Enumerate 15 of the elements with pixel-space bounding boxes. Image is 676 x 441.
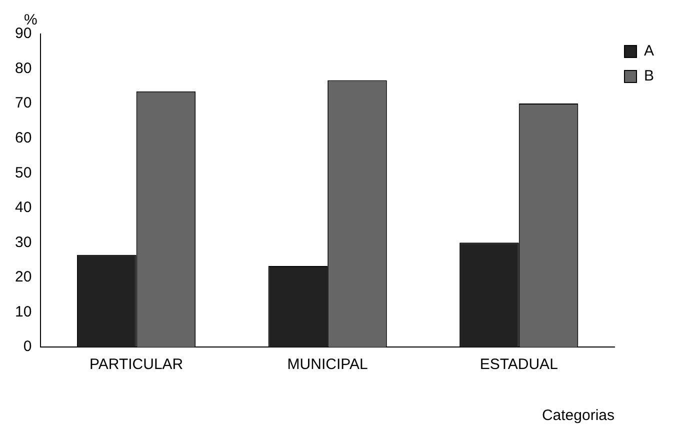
x-tick-label: PARTICULAR <box>90 356 184 374</box>
y-tick-label: 40 <box>14 199 32 216</box>
legend-label: A <box>644 42 654 60</box>
x-axis-title: Categorias <box>542 407 614 424</box>
y-tick-label: 50 <box>14 164 32 182</box>
y-tick-label: 30 <box>14 234 32 251</box>
y-tick-label: 80 <box>14 60 32 77</box>
y-tick-label: 60 <box>14 129 32 146</box>
y-tick-label: 10 <box>14 303 32 320</box>
x-tick-label: ESTADUAL <box>480 356 558 374</box>
x-tick-label: MUNICIPAL <box>287 356 368 374</box>
y-tick-label: 0 <box>23 338 32 356</box>
y-tick-label: 20 <box>14 268 32 286</box>
y-tick-label: 70 <box>14 94 32 112</box>
legend-label: B <box>644 68 654 85</box>
